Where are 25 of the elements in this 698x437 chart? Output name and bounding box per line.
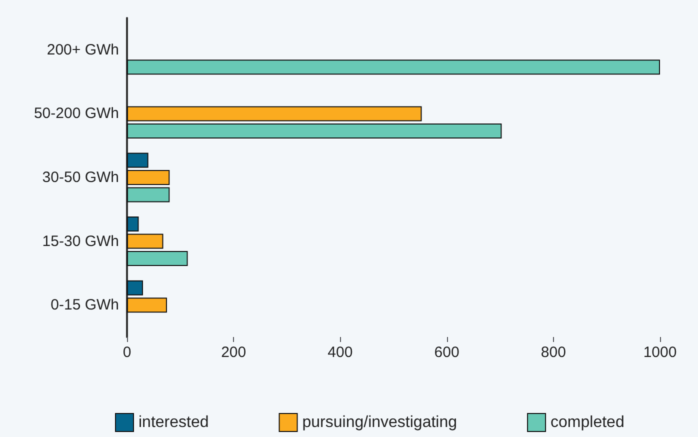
y-tick-label: 50-200 GWh bbox=[34, 105, 119, 122]
y-tick-label: 0-15 GWh bbox=[50, 296, 119, 314]
legend-label: pursuing/investigating bbox=[302, 414, 458, 431]
bar bbox=[127, 106, 422, 122]
legend-label: interested bbox=[138, 414, 209, 431]
bar bbox=[127, 216, 139, 232]
bar bbox=[127, 60, 660, 75]
y-tick-label: 200+ GWh bbox=[46, 41, 119, 58]
bar bbox=[127, 280, 143, 296]
bar bbox=[127, 152, 148, 168]
bar bbox=[127, 234, 164, 249]
y-tick-label: 30-50 GWh bbox=[42, 169, 119, 186]
y-tick-label: 15-30 GWh bbox=[42, 232, 119, 250]
x-tick-label: 0 bbox=[122, 344, 132, 361]
x-tick-label: 400 bbox=[328, 344, 353, 361]
bar bbox=[127, 251, 188, 266]
x-tick-label: 200 bbox=[221, 344, 246, 361]
x-tick-label: 1000 bbox=[643, 344, 677, 361]
bar bbox=[127, 123, 502, 138]
x-tick-label: 600 bbox=[434, 344, 460, 361]
bar bbox=[127, 298, 167, 313]
bar bbox=[127, 187, 170, 202]
legend-label: completed bbox=[550, 414, 624, 431]
bar bbox=[127, 170, 170, 185]
x-tick-label: 800 bbox=[540, 344, 566, 361]
